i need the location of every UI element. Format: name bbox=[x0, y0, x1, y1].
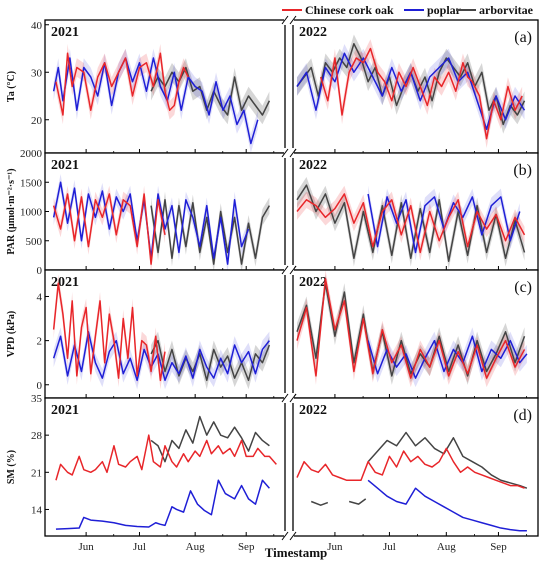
band-arborvitae bbox=[151, 331, 270, 390]
y-tick-label: 28 bbox=[31, 430, 43, 442]
axis-break-mark bbox=[281, 148, 289, 158]
y-tick-label: 40 bbox=[31, 20, 43, 32]
year-label-2022: 2022 bbox=[299, 275, 327, 290]
line-arborvitae-2022 bbox=[348, 498, 367, 505]
y-tick-label: 14 bbox=[31, 504, 43, 516]
panel-label: (a) bbox=[514, 29, 532, 46]
line-chinese-cork-oak-2022 bbox=[296, 193, 526, 254]
line-chinese-cork-oak-2022 bbox=[296, 447, 525, 489]
plot-frame-2021 bbox=[44, 397, 286, 537]
line-chinese-cork-oak-2022 bbox=[296, 278, 526, 379]
year-label-2021: 2021 bbox=[51, 403, 79, 418]
line-arborvitae-2022 bbox=[310, 500, 329, 506]
x-tick-label: Jul bbox=[383, 541, 396, 553]
band-arborvitae bbox=[297, 34, 525, 134]
y-tick-label: 2 bbox=[37, 336, 43, 348]
year-label-2021: 2021 bbox=[51, 275, 79, 290]
y-axis-title: SM (%) bbox=[6, 450, 17, 484]
year-label-2022: 2022 bbox=[299, 25, 327, 40]
line-chinese-cork-oak-2021 bbox=[52, 193, 166, 265]
axis-break-mark bbox=[289, 265, 297, 275]
y-axis-title: Ta (°C) bbox=[6, 71, 17, 102]
line-chinese-cork-oak-2021 bbox=[55, 434, 277, 481]
line-arborvitae-2022 bbox=[367, 431, 528, 489]
year-label-2021: 2021 bbox=[51, 25, 79, 40]
axis-break-mark bbox=[289, 531, 297, 541]
line-chinese-cork-oak-2021 bbox=[52, 282, 166, 382]
x-tick-label: Sep bbox=[490, 541, 507, 553]
axis-break-gap bbox=[284, 265, 294, 275]
line-arborvitae-2021 bbox=[150, 339, 271, 382]
plot-frame-2021 bbox=[44, 152, 286, 271]
y-tick-label: 500 bbox=[26, 236, 43, 248]
line-chinese-cork-oak-2022 bbox=[319, 47, 523, 140]
band-poplar bbox=[297, 43, 525, 139]
axis-break-mark bbox=[281, 15, 289, 25]
axis-break-mark bbox=[289, 393, 297, 403]
x-tick-label: Jun bbox=[327, 541, 343, 553]
panel-label: (b) bbox=[513, 162, 532, 179]
y-tick-label: 0 bbox=[37, 265, 43, 277]
band-poplar bbox=[368, 185, 520, 261]
line-arborvitae-2022 bbox=[296, 282, 526, 377]
year-label-2022: 2022 bbox=[299, 158, 327, 173]
y-tick-label: 0 bbox=[37, 380, 43, 392]
x-tick-label: Aug bbox=[437, 541, 456, 553]
y-axis-title: PAR (μmol·m⁻²·s⁻¹) bbox=[6, 168, 17, 254]
axis-break-mark bbox=[281, 393, 289, 403]
y-tick-label: 20 bbox=[31, 115, 43, 127]
line-arborvitae-2021 bbox=[150, 415, 270, 463]
line-arborvitae-2021 bbox=[150, 199, 271, 265]
legend: Chinese cork oak poplar arborvitae bbox=[282, 3, 534, 17]
x-tick-label: Sep bbox=[238, 541, 255, 553]
line-arborvitae-2021 bbox=[150, 66, 271, 116]
panel-label: (d) bbox=[513, 407, 532, 424]
year-label-2022: 2022 bbox=[299, 403, 327, 418]
y-tick-label: 1500 bbox=[20, 177, 43, 189]
panel-label: (c) bbox=[514, 279, 532, 296]
line-poplar-2021 bbox=[52, 57, 259, 145]
y-tick-label: 30 bbox=[31, 67, 43, 79]
line-poplar-2021 bbox=[55, 479, 270, 530]
y-tick-label: 1000 bbox=[20, 207, 43, 219]
panel-c: 2021 2022 (c) 0 2 4 VPD (kPa) bbox=[6, 265, 539, 403]
y-tick-label: 4 bbox=[37, 291, 43, 303]
line-arborvitae-2022 bbox=[296, 184, 526, 262]
axis-break-gap bbox=[284, 148, 294, 158]
legend-label-poplar: poplar bbox=[427, 3, 462, 17]
axis-break-mark bbox=[281, 265, 289, 275]
x-tick-label: Jul bbox=[133, 541, 146, 553]
legend-label-arborvitae: arborvitae bbox=[479, 3, 534, 17]
y-tick-label: 35 bbox=[31, 393, 43, 405]
line-poplar-2022 bbox=[367, 335, 528, 379]
x-tick-label: Aug bbox=[186, 541, 205, 553]
axis-break-gap bbox=[284, 531, 294, 541]
legend-label-cork-oak: Chinese cork oak bbox=[305, 3, 394, 17]
axis-break-mark bbox=[289, 148, 297, 158]
y-axis-title: VPD (kPa) bbox=[6, 311, 17, 357]
axis-break-mark bbox=[281, 531, 289, 541]
panels: 2021JunJulAugSep2022JunJulAugSep(a)20304… bbox=[6, 15, 539, 553]
y-tick-label: 2000 bbox=[20, 148, 43, 160]
line-chinese-cork-oak-2021 bbox=[55, 52, 189, 116]
band-chinese-cork-oak bbox=[320, 39, 523, 149]
panel-a: 2021JunJulAugSep2022JunJulAugSep(a)20304… bbox=[6, 15, 539, 170]
panel-d: 2021 Jun Jul Aug Sep 2022 Jun Jul Aug Sep (d) 14 21 2… bbox=[6, 393, 539, 553]
axis-break-mark bbox=[289, 15, 297, 25]
line-poplar-2022 bbox=[367, 479, 527, 532]
y-tick-label: 21 bbox=[31, 467, 42, 479]
band-chinese-cork-oak bbox=[53, 185, 165, 273]
x-tick-label: Jun bbox=[78, 541, 94, 553]
year-label-2021: 2021 bbox=[51, 158, 79, 173]
plot-frame-2022 bbox=[292, 397, 539, 537]
axis-break-gap bbox=[284, 393, 294, 403]
line-poplar-2021 bbox=[52, 331, 270, 382]
x-axis-title: Timestamp bbox=[265, 545, 328, 560]
band-poplar bbox=[368, 327, 527, 388]
band-chinese-cork-oak bbox=[297, 185, 525, 261]
axis-break-gap bbox=[284, 15, 294, 25]
